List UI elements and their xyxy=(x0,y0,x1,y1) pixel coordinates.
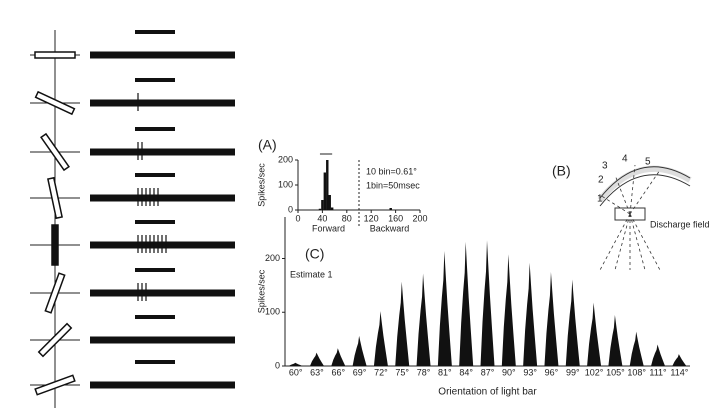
histogram-peak xyxy=(288,362,303,366)
panel-label: (A) xyxy=(258,137,277,153)
x-tick-label: 80 xyxy=(342,213,352,223)
position-label: 3 xyxy=(602,161,608,172)
panel-label: (C) xyxy=(305,246,324,262)
histogram-peak xyxy=(373,311,388,366)
histogram-peak xyxy=(651,344,666,366)
bar xyxy=(389,208,392,210)
x-tick-label: 0 xyxy=(295,213,300,223)
y-axis-label: Spikes/sec xyxy=(256,163,266,207)
stimulus-bar xyxy=(47,176,63,220)
x-tick-label: 160 xyxy=(388,213,403,223)
histogram-peak xyxy=(309,352,324,366)
bar xyxy=(330,207,334,210)
histogram-peak xyxy=(416,273,431,366)
stimulus-bar xyxy=(51,224,59,266)
x-tick-label: 200 xyxy=(412,213,427,223)
histogram-peak xyxy=(459,241,474,366)
x-tick-label: 90° xyxy=(502,367,516,377)
x-tick-label: 108° xyxy=(627,367,646,377)
histogram-peak xyxy=(331,348,346,366)
x-tick-label: 60° xyxy=(289,367,303,377)
bar xyxy=(318,208,322,210)
x-tick-label: 111° xyxy=(649,367,667,377)
stimulus-bar xyxy=(34,90,76,116)
y-tick-label: 200 xyxy=(278,154,293,164)
y-tick-label: 0 xyxy=(275,360,280,370)
histogram-peak xyxy=(544,271,559,366)
histogram-peak xyxy=(565,279,580,366)
y-tick-label: 100 xyxy=(265,307,280,317)
histogram-peak xyxy=(672,354,687,366)
y-tick-label: 100 xyxy=(278,179,293,189)
x-tick-label: 78° xyxy=(417,367,431,377)
x-tick-label: 81° xyxy=(438,367,452,377)
x-tick-label: 66° xyxy=(331,367,345,377)
x-tick-label: 120 xyxy=(364,213,379,223)
stimulus-bar xyxy=(40,132,70,172)
histogram-peak xyxy=(629,331,644,366)
x-tick-label: 69° xyxy=(353,367,367,377)
x-axis-label: Orientation of light bar xyxy=(438,387,537,398)
x-tick-label: 93° xyxy=(523,367,537,377)
x-tick-label: 40 xyxy=(317,213,327,223)
bar xyxy=(328,195,331,210)
x-tick-label: 99° xyxy=(566,367,580,377)
x-tick-label: 102° xyxy=(585,367,604,377)
bar xyxy=(321,200,324,210)
bar xyxy=(326,160,329,210)
x-tick-label: 72° xyxy=(374,367,388,377)
x-tick-label: 75° xyxy=(395,367,409,377)
position-label: 5 xyxy=(645,157,651,168)
note: 10 bin=0.61° xyxy=(366,166,417,176)
y-axis-label: Spikes/sec xyxy=(256,269,266,313)
y-tick-label: 0 xyxy=(288,204,293,214)
x-tick-label: 114° xyxy=(670,367,688,377)
x-tick-label: 63° xyxy=(310,367,324,377)
histogram-peak xyxy=(587,302,602,366)
direction-label: Backward xyxy=(370,223,410,233)
y-tick-label: 200 xyxy=(265,253,280,263)
position-label: 1 xyxy=(597,194,603,205)
x-tick-label: 84° xyxy=(459,367,473,377)
histogram-peak xyxy=(480,240,495,366)
histogram-peak xyxy=(608,314,623,366)
field-label: Discharge field xyxy=(650,219,710,229)
bar xyxy=(323,172,327,210)
x-tick-label: 87° xyxy=(481,367,495,377)
panel-label: (B) xyxy=(552,163,571,179)
position-label: 2 xyxy=(598,175,604,186)
diagram-b xyxy=(597,164,692,271)
histogram-peak xyxy=(352,335,367,366)
histogram-peak xyxy=(395,281,410,366)
stimulus-bar xyxy=(34,374,76,396)
position-label: 4 xyxy=(622,154,628,165)
histogram-peak xyxy=(501,254,516,366)
stimulus-bar xyxy=(34,51,76,59)
direction-label: Forward xyxy=(312,223,345,233)
histogram-peak xyxy=(437,250,452,366)
stimulus-panel xyxy=(30,30,235,410)
histogram-peak xyxy=(523,262,538,366)
x-tick-label: 96° xyxy=(545,367,559,377)
x-tick-label: 105° xyxy=(606,367,625,377)
stimulus-bar xyxy=(44,272,66,314)
annotation: Estimate 1 xyxy=(290,269,333,279)
stimulus-bar xyxy=(37,322,73,358)
note: 1bin=50msec xyxy=(366,180,420,190)
